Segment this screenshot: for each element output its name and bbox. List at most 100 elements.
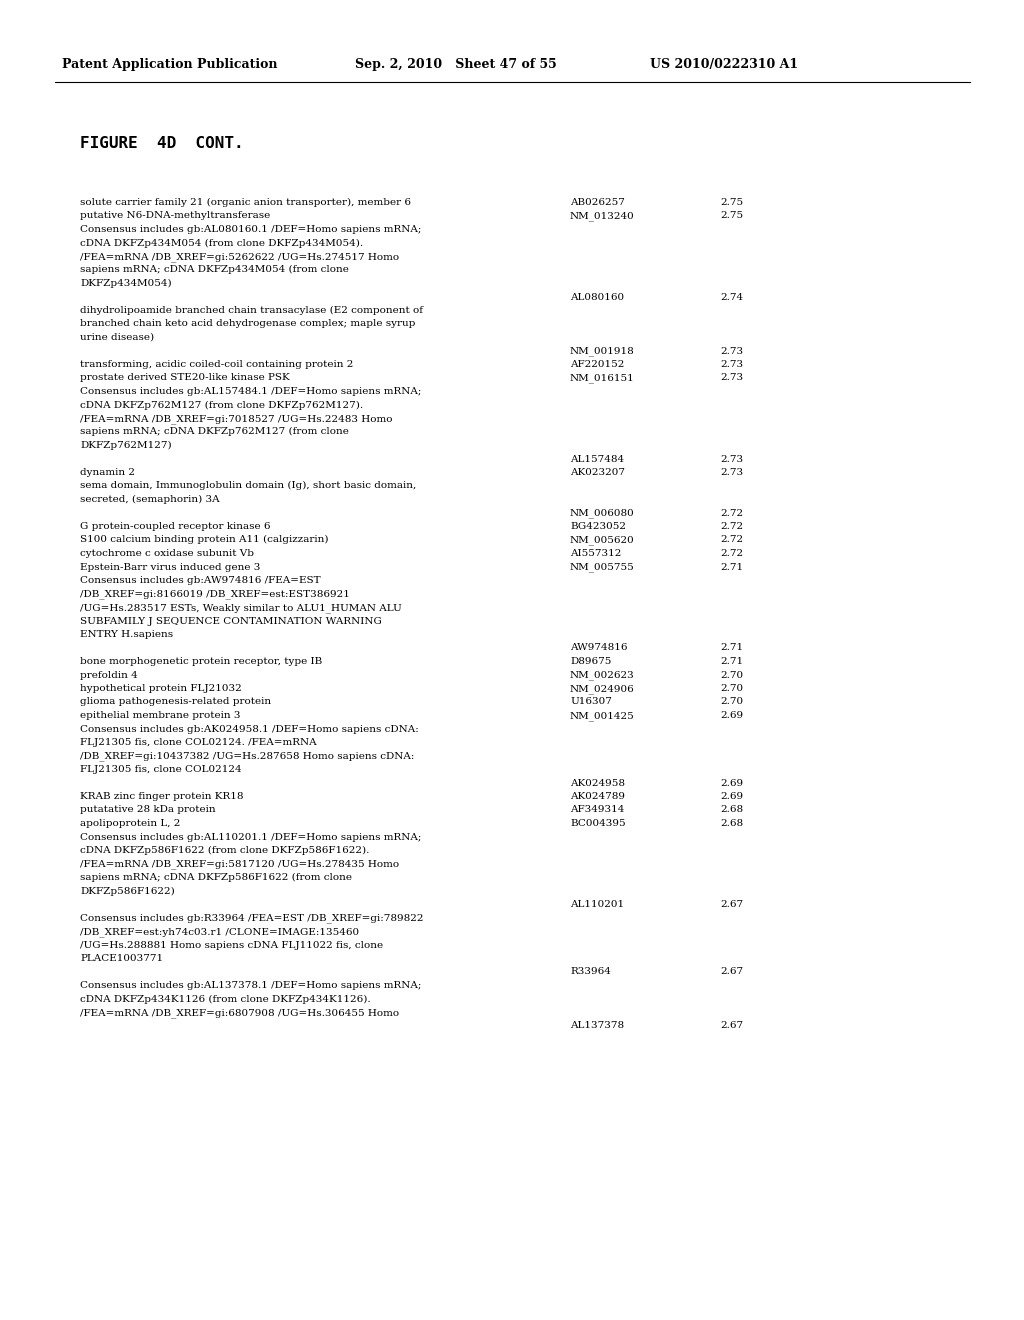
Text: AK024789: AK024789	[570, 792, 625, 801]
Text: bone morphogenetic protein receptor, type IB: bone morphogenetic protein receptor, typ…	[80, 657, 323, 667]
Text: /UG=Hs.288881 Homo sapiens cDNA FLJ11022 fis, clone: /UG=Hs.288881 Homo sapiens cDNA FLJ11022…	[80, 940, 383, 949]
Text: BC004395: BC004395	[570, 818, 626, 828]
Text: PLACE1003771: PLACE1003771	[80, 954, 163, 964]
Text: cDNA DKFZp434M054 (from clone DKFZp434M054).: cDNA DKFZp434M054 (from clone DKFZp434M0…	[80, 239, 364, 248]
Text: KRAB zinc finger protein KR18: KRAB zinc finger protein KR18	[80, 792, 244, 801]
Text: R33964: R33964	[570, 968, 611, 977]
Text: AF220152: AF220152	[570, 360, 625, 370]
Text: NM_001425: NM_001425	[570, 711, 635, 721]
Text: U16307: U16307	[570, 697, 612, 706]
Text: epithelial membrane protein 3: epithelial membrane protein 3	[80, 711, 241, 719]
Text: ENTRY H.sapiens: ENTRY H.sapiens	[80, 630, 173, 639]
Text: /UG=Hs.283517 ESTs, Weakly similar to ALU1_HUMAN ALU: /UG=Hs.283517 ESTs, Weakly similar to AL…	[80, 603, 401, 612]
Text: /FEA=mRNA /DB_XREF=gi:7018527 /UG=Hs.22483 Homo: /FEA=mRNA /DB_XREF=gi:7018527 /UG=Hs.224…	[80, 414, 392, 424]
Text: 2.74: 2.74	[720, 293, 743, 301]
Text: NM_016151: NM_016151	[570, 374, 635, 383]
Text: apolipoprotein L, 2: apolipoprotein L, 2	[80, 818, 180, 828]
Text: 2.73: 2.73	[720, 346, 743, 355]
Text: 2.71: 2.71	[720, 562, 743, 572]
Text: DKFZp586F1622): DKFZp586F1622)	[80, 886, 175, 895]
Text: Consensus includes gb:AL110201.1 /DEF=Homo sapiens mRNA;: Consensus includes gb:AL110201.1 /DEF=Ho…	[80, 833, 421, 842]
Text: secreted, (semaphorin) 3A: secreted, (semaphorin) 3A	[80, 495, 219, 504]
Text: 2.69: 2.69	[720, 779, 743, 788]
Text: branched chain keto acid dehydrogenase complex; maple syrup: branched chain keto acid dehydrogenase c…	[80, 319, 416, 329]
Text: 2.70: 2.70	[720, 684, 743, 693]
Text: 2.69: 2.69	[720, 792, 743, 801]
Text: cytochrome c oxidase subunit Vb: cytochrome c oxidase subunit Vb	[80, 549, 254, 558]
Text: 2.72: 2.72	[720, 521, 743, 531]
Text: 2.75: 2.75	[720, 198, 743, 207]
Text: D89675: D89675	[570, 657, 611, 667]
Text: NM_013240: NM_013240	[570, 211, 635, 222]
Text: /FEA=mRNA /DB_XREF=gi:6807908 /UG=Hs.306455 Homo: /FEA=mRNA /DB_XREF=gi:6807908 /UG=Hs.306…	[80, 1008, 399, 1018]
Text: 2.73: 2.73	[720, 374, 743, 383]
Text: Consensus includes gb:AW974816 /FEA=EST: Consensus includes gb:AW974816 /FEA=EST	[80, 576, 321, 585]
Text: 2.73: 2.73	[720, 454, 743, 463]
Text: /DB_XREF=est:yh74c03.r1 /CLONE=IMAGE:135460: /DB_XREF=est:yh74c03.r1 /CLONE=IMAGE:135…	[80, 927, 359, 937]
Text: putative N6-DNA-methyltransferase: putative N6-DNA-methyltransferase	[80, 211, 270, 220]
Text: BG423052: BG423052	[570, 521, 626, 531]
Text: 2.72: 2.72	[720, 549, 743, 558]
Text: urine disease): urine disease)	[80, 333, 155, 342]
Text: sapiens mRNA; cDNA DKFZp434M054 (from clone: sapiens mRNA; cDNA DKFZp434M054 (from cl…	[80, 265, 349, 275]
Text: AI557312: AI557312	[570, 549, 622, 558]
Text: AL110201: AL110201	[570, 900, 624, 909]
Text: 2.73: 2.73	[720, 360, 743, 370]
Text: 2.68: 2.68	[720, 805, 743, 814]
Text: dynamin 2: dynamin 2	[80, 469, 135, 477]
Text: /FEA=mRNA /DB_XREF=gi:5817120 /UG=Hs.278435 Homo: /FEA=mRNA /DB_XREF=gi:5817120 /UG=Hs.278…	[80, 859, 399, 869]
Text: cDNA DKFZp586F1622 (from clone DKFZp586F1622).: cDNA DKFZp586F1622 (from clone DKFZp586F…	[80, 846, 370, 855]
Text: 2.70: 2.70	[720, 671, 743, 680]
Text: prostate derived STE20-like kinase PSK: prostate derived STE20-like kinase PSK	[80, 374, 290, 383]
Text: Patent Application Publication: Patent Application Publication	[62, 58, 278, 71]
Text: sema domain, Immunoglobulin domain (Ig), short basic domain,: sema domain, Immunoglobulin domain (Ig),…	[80, 482, 416, 491]
Text: DKFZp762M127): DKFZp762M127)	[80, 441, 172, 450]
Text: /DB_XREF=gi:10437382 /UG=Hs.287658 Homo sapiens cDNA:: /DB_XREF=gi:10437382 /UG=Hs.287658 Homo …	[80, 751, 415, 762]
Text: 2.71: 2.71	[720, 644, 743, 652]
Text: AF349314: AF349314	[570, 805, 625, 814]
Text: AK023207: AK023207	[570, 469, 625, 477]
Text: transforming, acidic coiled-coil containing protein 2: transforming, acidic coiled-coil contain…	[80, 360, 353, 370]
Text: US 2010/0222310 A1: US 2010/0222310 A1	[650, 58, 798, 71]
Text: DKFZp434M054): DKFZp434M054)	[80, 279, 172, 288]
Text: FIGURE  4D  CONT.: FIGURE 4D CONT.	[80, 136, 244, 150]
Text: /DB_XREF=gi:8166019 /DB_XREF=est:EST386921: /DB_XREF=gi:8166019 /DB_XREF=est:EST3869…	[80, 590, 350, 599]
Text: Consensus includes gb:R33964 /FEA=EST /DB_XREF=gi:789822: Consensus includes gb:R33964 /FEA=EST /D…	[80, 913, 424, 923]
Text: AL157484: AL157484	[570, 454, 624, 463]
Text: 2.67: 2.67	[720, 900, 743, 909]
Text: S100 calcium binding protein A11 (calgizzarin): S100 calcium binding protein A11 (calgiz…	[80, 536, 329, 544]
Text: Consensus includes gb:AL080160.1 /DEF=Homo sapiens mRNA;: Consensus includes gb:AL080160.1 /DEF=Ho…	[80, 224, 421, 234]
Text: NM_024906: NM_024906	[570, 684, 635, 694]
Text: solute carrier family 21 (organic anion transporter), member 6: solute carrier family 21 (organic anion …	[80, 198, 411, 207]
Text: Consensus includes gb:AL157484.1 /DEF=Homo sapiens mRNA;: Consensus includes gb:AL157484.1 /DEF=Ho…	[80, 387, 421, 396]
Text: FLJ21305 fis, clone COL02124: FLJ21305 fis, clone COL02124	[80, 766, 242, 774]
Text: cDNA DKFZp762M127 (from clone DKFZp762M127).: cDNA DKFZp762M127 (from clone DKFZp762M1…	[80, 400, 364, 409]
Text: Epstein-Barr virus induced gene 3: Epstein-Barr virus induced gene 3	[80, 562, 260, 572]
Text: glioma pathogenesis-related protein: glioma pathogenesis-related protein	[80, 697, 271, 706]
Text: 2.75: 2.75	[720, 211, 743, 220]
Text: 2.72: 2.72	[720, 536, 743, 544]
Text: 2.69: 2.69	[720, 711, 743, 719]
Text: AB026257: AB026257	[570, 198, 625, 207]
Text: G protein-coupled receptor kinase 6: G protein-coupled receptor kinase 6	[80, 521, 270, 531]
Text: NM_005755: NM_005755	[570, 562, 635, 572]
Text: NM_005620: NM_005620	[570, 536, 635, 545]
Text: 2.73: 2.73	[720, 469, 743, 477]
Text: Consensus includes gb:AL137378.1 /DEF=Homo sapiens mRNA;: Consensus includes gb:AL137378.1 /DEF=Ho…	[80, 981, 421, 990]
Text: 2.72: 2.72	[720, 508, 743, 517]
Text: SUBFAMILY J SEQUENCE CONTAMINATION WARNING: SUBFAMILY J SEQUENCE CONTAMINATION WARNI…	[80, 616, 382, 626]
Text: hypothetical protein FLJ21032: hypothetical protein FLJ21032	[80, 684, 242, 693]
Text: cDNA DKFZp434K1126 (from clone DKFZp434K1126).: cDNA DKFZp434K1126 (from clone DKFZp434K…	[80, 994, 371, 1003]
Text: 2.68: 2.68	[720, 818, 743, 828]
Text: NM_006080: NM_006080	[570, 508, 635, 519]
Text: sapiens mRNA; cDNA DKFZp762M127 (from clone: sapiens mRNA; cDNA DKFZp762M127 (from cl…	[80, 428, 349, 437]
Text: NM_001918: NM_001918	[570, 346, 635, 356]
Text: AL137378: AL137378	[570, 1022, 624, 1031]
Text: NM_002623: NM_002623	[570, 671, 635, 680]
Text: /FEA=mRNA /DB_XREF=gi:5262622 /UG=Hs.274517 Homo: /FEA=mRNA /DB_XREF=gi:5262622 /UG=Hs.274…	[80, 252, 399, 261]
Text: 2.70: 2.70	[720, 697, 743, 706]
Text: 2.71: 2.71	[720, 657, 743, 667]
Text: Consensus includes gb:AK024958.1 /DEF=Homo sapiens cDNA:: Consensus includes gb:AK024958.1 /DEF=Ho…	[80, 725, 419, 734]
Text: 2.67: 2.67	[720, 1022, 743, 1031]
Text: prefoldin 4: prefoldin 4	[80, 671, 138, 680]
